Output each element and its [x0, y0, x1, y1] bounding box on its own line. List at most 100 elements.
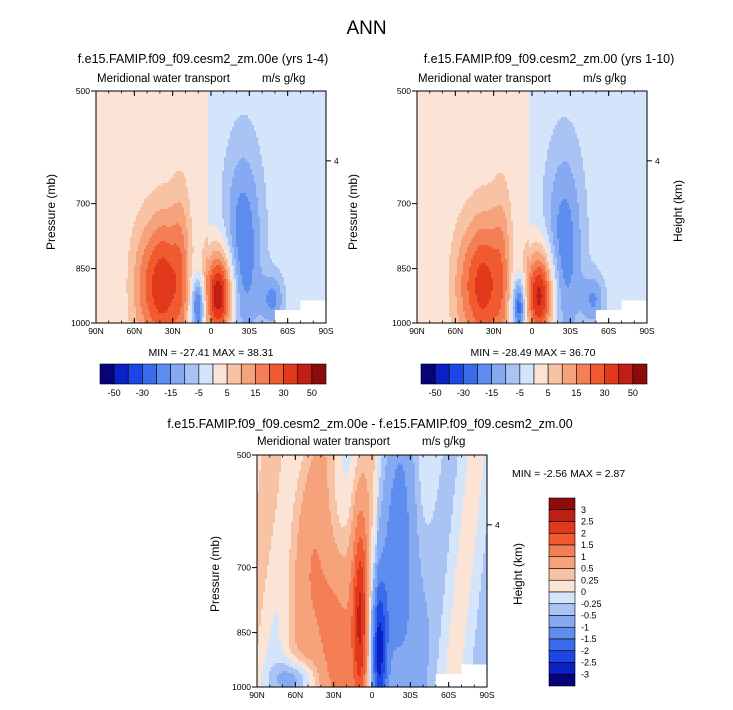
- colorbar-diff-bin-1: [548, 509, 576, 522]
- panel-diff-ytick-3: 1000: [232, 682, 251, 692]
- colorbar-control-bin-8: [533, 363, 549, 385]
- colorbar-test-label-6: 30: [279, 388, 289, 398]
- colorbar-control-bin-5: [491, 363, 507, 385]
- colorbar-test-bin-4: [156, 363, 171, 385]
- panel-diff-ytick-1: 700: [237, 563, 251, 573]
- colorbar-test-label-0: -50: [108, 388, 121, 398]
- panel-test-colorbar: -50 -30 -15 -5 5 15 30 50: [99, 363, 327, 398]
- colorbar-diff-label-5: 0.5: [581, 564, 594, 574]
- colorbar-diff-label-9: -0.5: [581, 611, 597, 621]
- panel-diff-variable-label: Meridional water transport: [257, 436, 390, 448]
- panel-control-ytick-2: 850: [397, 264, 411, 274]
- colorbar-control-bin-4: [477, 363, 492, 385]
- panel-test-ytick-2: 850: [76, 264, 90, 274]
- colorbar-diff-bin-9: [548, 603, 576, 616]
- colorbar-control-label-0: -50: [429, 388, 442, 398]
- colorbar-diff-bin-4: [548, 544, 576, 558]
- panel-diff-min-max: MIN = -2.56 MAX = 2.87: [512, 468, 626, 480]
- panel-control-xtick-3: 0: [530, 326, 535, 336]
- colorbar-diff-label-2: 2: [581, 528, 586, 538]
- panel-control-xtick-6: 90S: [639, 326, 654, 336]
- colorbar-diff-label-4: 1: [581, 552, 586, 562]
- colorbar-diff-label-3: 1.5: [581, 540, 594, 550]
- colorbar-test-bin-7: [198, 363, 214, 385]
- colorbar-test-label-7: 50: [307, 388, 317, 398]
- colorbar-diff-bin-11: [548, 626, 576, 640]
- colorbar-diff-bin-13: [548, 650, 576, 663]
- colorbar-test-bin-14: [297, 363, 313, 385]
- panel-control-ylabel: Pressure (mb): [346, 173, 360, 250]
- colorbar-diff-bin-15: [548, 673, 576, 687]
- panel-test-ytick-0: 500: [76, 86, 90, 96]
- colorbar-test-label-2: -15: [164, 388, 177, 398]
- panel-control-xtick-4: 30S: [563, 326, 578, 336]
- colorbar-control-bin-2: [448, 363, 464, 385]
- panel-diff-colorbar: 3 2.52 1.5 1 0.50.25 0 -0.25 -0.5-1 -1.5 -2 -2.5-3: [548, 497, 602, 687]
- panel-test-xtick-2: 30N: [165, 326, 181, 336]
- colorbar-control-bin-13: [604, 363, 620, 385]
- colorbar-test-bin-3: [142, 363, 157, 385]
- colorbar-control-label-2: -15: [485, 388, 498, 398]
- panel-control-colorbar: -50 -30 -15 -5 5 15 30 50: [420, 363, 648, 398]
- colorbar-diff-label-14: -3: [581, 669, 589, 679]
- panel-test-ylabel: Pressure (mb): [44, 173, 58, 250]
- panel-test-title: f.e15.FAMIP.f09_f09.cesm2_zm.00e (yrs 1-…: [77, 52, 329, 66]
- panel-test-field: [96, 91, 327, 324]
- colorbar-control-bin-6: [505, 363, 521, 385]
- panel-control-field: [417, 91, 648, 324]
- panel-test-variable-label: Meridional water transport: [97, 73, 230, 85]
- colorbar-test-label-5: 15: [250, 388, 260, 398]
- colorbar-diff-bin-0: [548, 497, 576, 511]
- panel-diff-xtick-1: 60N: [288, 690, 304, 700]
- panel-diff-ytick-2: 850: [237, 628, 251, 638]
- panel-diff-ylabel: Pressure (mb): [208, 535, 222, 612]
- panel-control-xtick-5: 60S: [601, 326, 616, 336]
- colorbar-diff-label-1: 2.5: [581, 517, 594, 527]
- panel-diff-xtick-3: 0: [370, 690, 375, 700]
- colorbar-control-label-6: 30: [600, 388, 610, 398]
- panel-diff-plot: 90N 60N 30N 0 30S 60S 90S 500 700 850 1000 4: [232, 450, 500, 700]
- colorbar-test-bin-2: [127, 363, 143, 385]
- panel-test-xtick-6: 90S: [318, 326, 333, 336]
- colorbar-test-label-4: 5: [225, 388, 230, 398]
- panel-control-y2tick-0: 4: [655, 156, 660, 166]
- panel-control-xtick-2: 30N: [486, 326, 502, 336]
- panel-control-plot: 90N 60N 30N 0 30S 60S 90S 500 700 850 1000 4: [392, 86, 660, 336]
- colorbar-control-label-4: 5: [546, 388, 551, 398]
- figure-title: ANN: [346, 18, 387, 39]
- panel-diff-y2tick-0: 4: [495, 520, 500, 530]
- colorbar-control-label-3: -5: [516, 388, 524, 398]
- panel-diff-title: f.e15.FAMIP.f09_f09.cesm2_zm.00e - f.e15…: [167, 417, 573, 431]
- panel-diff-ytick-0: 500: [237, 450, 251, 460]
- colorbar-diff-bin-3: [548, 532, 576, 546]
- panel-test-xtick-0: 90N: [88, 326, 104, 336]
- colorbar-control-label-5: 15: [571, 388, 581, 398]
- panel-test-units-label: m/s g/kg: [262, 73, 306, 85]
- panel-diff-y2label: Height (km): [511, 542, 525, 605]
- colorbar-control-bin-11: [576, 363, 591, 385]
- panel-test-xtick-1: 60N: [127, 326, 143, 336]
- colorbar-test-bin-8: [212, 363, 228, 385]
- panel-control-y2label: Height (km): [671, 179, 685, 242]
- colorbar-control-bin-14: [618, 363, 634, 385]
- colorbar-test-bin-0: [99, 363, 115, 385]
- colorbar-diff-bin-7: [548, 579, 576, 593]
- colorbar-diff-bin-10: [548, 615, 576, 628]
- panel-control-xtick-1: 60N: [448, 326, 464, 336]
- colorbar-control-bin-15: [632, 363, 648, 385]
- colorbar-test-bin-9: [226, 363, 242, 385]
- colorbar-control-bin-9: [547, 363, 563, 385]
- colorbar-diff-bin-2: [548, 521, 576, 534]
- panel-diff-xtick-2: 30N: [326, 690, 342, 700]
- colorbar-test-bin-6: [184, 363, 200, 385]
- panel-control-title: f.e15.FAMIP.f09_f09.cesm2_zm.00 (yrs 1-1…: [423, 52, 675, 66]
- panel-diff-field: [257, 455, 488, 688]
- colorbar-test-bin-5: [170, 363, 186, 385]
- colorbar-control-bin-7: [519, 363, 535, 385]
- panel-control-ytick-3: 1000: [392, 318, 411, 328]
- panel-control-variable-label: Meridional water transport: [418, 73, 551, 85]
- panel-test-plot: 90N 60N 30N 0 30S 60S 90S 500 700 850 1000 4: [71, 86, 339, 336]
- colorbar-test-bin-13: [283, 363, 299, 385]
- panel-diff-xtick-0: 90N: [249, 690, 265, 700]
- panel-control-xtick-0: 90N: [409, 326, 425, 336]
